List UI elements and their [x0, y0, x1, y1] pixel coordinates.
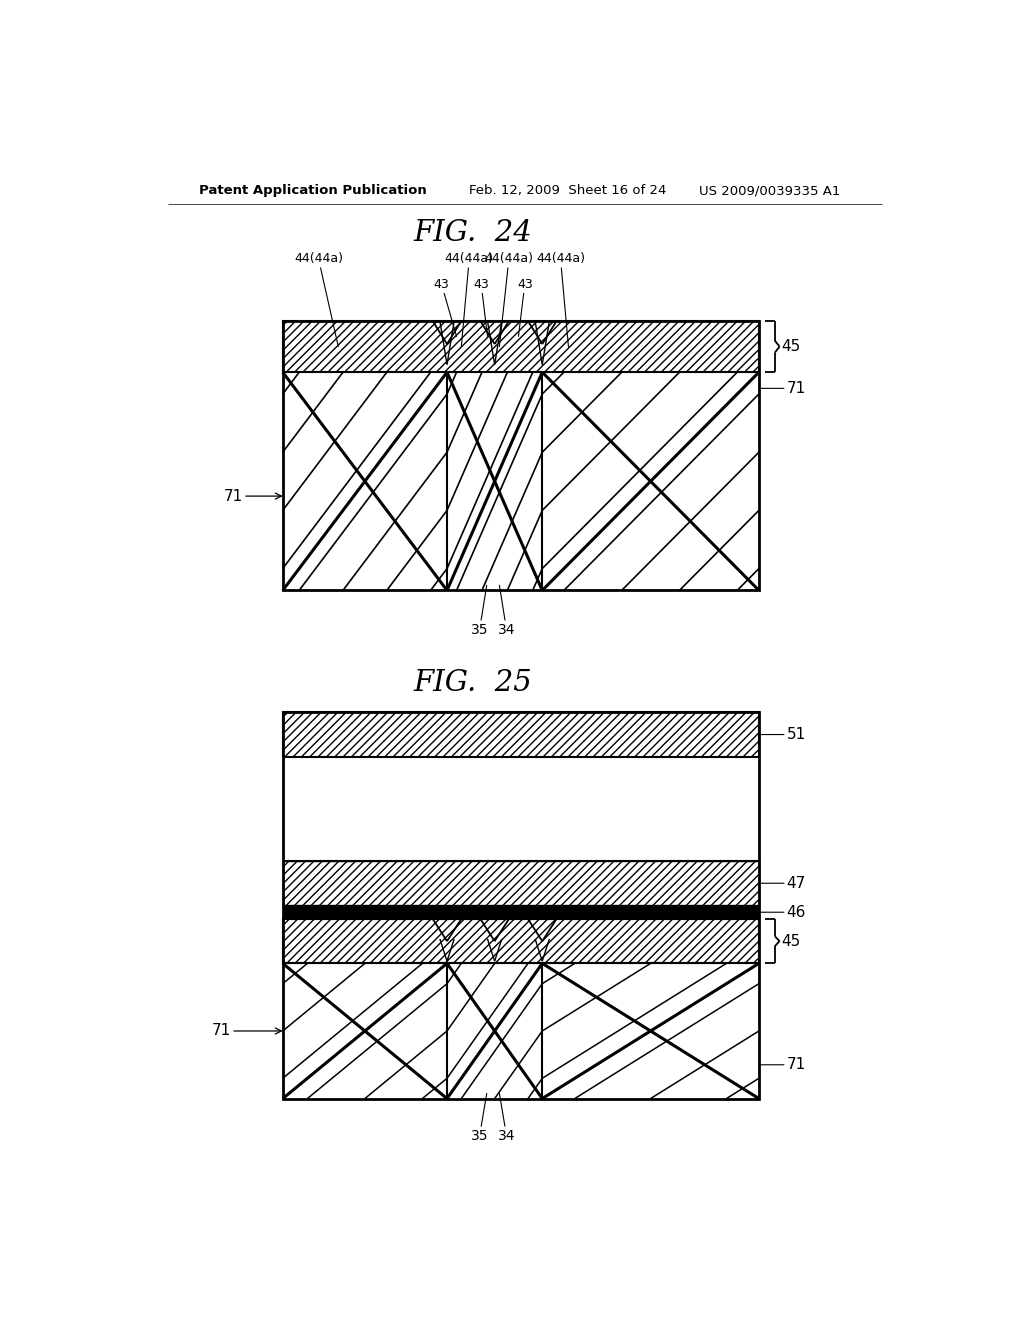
Text: 51: 51 [759, 727, 806, 742]
Text: Feb. 12, 2009  Sheet 16 of 24: Feb. 12, 2009 Sheet 16 of 24 [469, 185, 667, 198]
Text: 47: 47 [759, 875, 806, 891]
Text: 71: 71 [224, 488, 282, 504]
Text: 43: 43 [413, 898, 440, 937]
Text: 44: 44 [420, 879, 441, 892]
Bar [283, 713, 759, 756]
Text: 44(44a): 44(44a) [536, 252, 585, 347]
Bar [283, 906, 759, 919]
Text: 35: 35 [471, 585, 488, 636]
Text: 45: 45 [781, 933, 801, 949]
Text: 44: 44 [313, 879, 342, 892]
Text: FIG.  25: FIG. 25 [414, 669, 532, 697]
Text: 71: 71 [759, 1057, 806, 1072]
Text: 34: 34 [498, 585, 515, 636]
Bar [283, 372, 759, 590]
Bar [283, 321, 759, 590]
Text: 44(44a): 44(44a) [444, 252, 494, 347]
Text: 45: 45 [781, 339, 801, 354]
Text: 46: 46 [759, 904, 806, 920]
Text: 44(44a): 44(44a) [484, 252, 534, 347]
Text: 44: 44 [539, 879, 562, 892]
Text: 43: 43 [473, 277, 489, 337]
Text: 35: 35 [471, 1093, 488, 1143]
Text: Patent Application Publication: Patent Application Publication [200, 185, 427, 198]
Text: 34: 34 [498, 1093, 515, 1143]
Text: 44(44a): 44(44a) [294, 252, 343, 347]
Bar [283, 919, 759, 964]
Text: 43: 43 [517, 277, 532, 337]
Bar [283, 756, 759, 861]
Text: 43: 43 [500, 898, 518, 937]
Text: US 2009/0039335 A1: US 2009/0039335 A1 [699, 185, 841, 198]
Text: FIG.  24: FIG. 24 [414, 219, 532, 247]
Text: 71: 71 [212, 1023, 282, 1039]
Text: 43: 43 [453, 898, 474, 937]
Text: 43: 43 [433, 277, 457, 337]
Bar [283, 713, 759, 1098]
Text: 71: 71 [759, 381, 806, 396]
Bar [283, 861, 759, 906]
Bar [283, 321, 759, 372]
Bar [283, 713, 759, 1098]
Text: 44: 44 [464, 879, 486, 892]
